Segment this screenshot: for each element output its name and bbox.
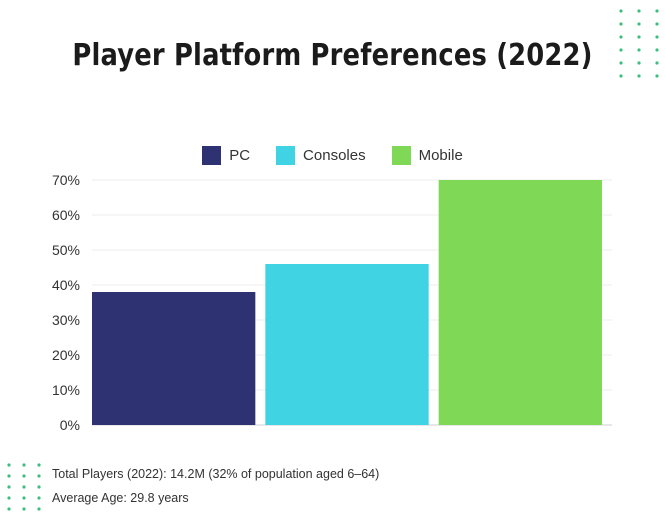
decorative-dot	[637, 48, 641, 52]
decorative-dot	[37, 496, 41, 500]
y-tick-label: 0%	[60, 417, 80, 433]
decorative-dot	[619, 61, 623, 65]
y-tick-label: 20%	[52, 347, 80, 363]
decorative-dot	[655, 74, 659, 78]
legend-item-mobile: Mobile	[391, 146, 463, 165]
y-tick-label: 30%	[52, 312, 80, 328]
decorative-dot	[22, 463, 26, 467]
decorative-dot	[637, 74, 641, 78]
decorative-dot	[637, 35, 641, 39]
decorative-dot	[637, 22, 641, 26]
decorative-dot	[619, 74, 623, 78]
decorative-dot	[655, 48, 659, 52]
decorative-dot	[619, 9, 623, 13]
decorative-dot	[22, 496, 26, 500]
decorative-dots-top-right	[619, 9, 659, 78]
legend-item-pc: PC	[202, 146, 250, 165]
bar-mobile	[438, 180, 602, 425]
bar-consoles	[265, 264, 429, 425]
decorative-dots-bottom-left	[7, 463, 41, 511]
decorative-dot	[655, 22, 659, 26]
note-total-players: Total Players (2022): 14.2M (32% of popu…	[52, 467, 380, 481]
decorative-dot	[37, 507, 41, 511]
decorative-dot	[22, 507, 26, 511]
decorative-dot	[37, 474, 41, 478]
legend-swatch-pc	[202, 146, 222, 165]
note-average-age: Average Age: 29.8 years	[52, 491, 189, 505]
legend-label-consoles: Consoles	[303, 147, 366, 164]
decorative-dot	[37, 463, 41, 467]
chart-legend: PC Consoles Mobile	[0, 146, 665, 165]
legend-swatch-mobile	[391, 146, 411, 165]
decorative-dot	[22, 485, 26, 489]
y-tick-label: 10%	[52, 382, 80, 398]
legend-label-mobile: Mobile	[418, 147, 463, 164]
decorative-dot	[655, 9, 659, 13]
y-tick-label: 70%	[52, 172, 80, 188]
bar-pc	[92, 292, 256, 425]
decorative-dot	[619, 22, 623, 26]
chart-notes: Total Players (2022): 14.2M (32% of popu…	[52, 462, 379, 510]
decorative-dot	[22, 474, 26, 478]
legend-label-pc: PC	[229, 147, 251, 164]
decorative-dot	[637, 61, 641, 65]
decorative-dot	[619, 48, 623, 52]
decorative-dot	[655, 35, 659, 39]
y-tick-label: 50%	[52, 242, 80, 258]
decorative-dot	[7, 485, 11, 489]
decorative-dot	[7, 474, 11, 478]
y-tick-label: 40%	[52, 277, 80, 293]
decorative-dot	[37, 485, 41, 489]
chart-title: Player Platform Preferences (2022)	[72, 38, 593, 73]
y-tick-label: 60%	[52, 207, 80, 223]
legend-item-consoles: Consoles	[276, 146, 366, 165]
decorative-dot	[637, 9, 641, 13]
decorative-dot	[655, 61, 659, 65]
legend-swatch-consoles	[276, 146, 296, 165]
decorative-dot	[7, 496, 11, 500]
decorative-dot	[7, 463, 11, 467]
decorative-dot	[7, 507, 11, 511]
decorative-dot	[619, 35, 623, 39]
